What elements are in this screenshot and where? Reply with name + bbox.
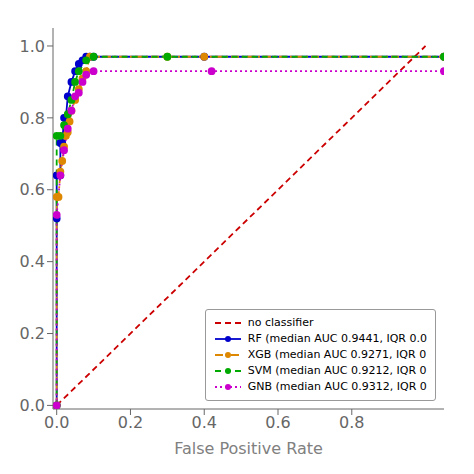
svg-text:0.2: 0.2 <box>20 324 45 343</box>
html-text:no classifier: no classifier <box>247 316 314 329</box>
svg-text:0.0: 0.0 <box>44 413 69 432</box>
svg-text:0.4: 0.4 <box>20 252 45 271</box>
svg-text:0.8: 0.8 <box>339 413 364 432</box>
html-text:SVM (median AUC 0.9212, IQR 0: SVM (median AUC 0.9212, IQR 0 <box>247 364 427 377</box>
svg-text:1.0: 1.0 <box>20 37 45 56</box>
svg-text:0.6: 0.6 <box>265 413 290 432</box>
svg-text:0.0: 0.0 <box>20 396 45 415</box>
html-text:GNB (median AUC 0.9312, IQR 0: GNB (median AUC 0.9312, IQR 0 <box>247 380 427 393</box>
svg-text:0.4: 0.4 <box>192 413 217 432</box>
svg-text:0.8: 0.8 <box>20 109 45 128</box>
html-text:RF (median AUC 0.9441, IQR 0.0: RF (median AUC 0.9441, IQR 0.0 <box>247 332 427 345</box>
html-text:XGB (median AUC 0.9271, IQR 0: XGB (median AUC 0.9271, IQR 0 <box>247 348 427 361</box>
svg-text:False Positive Rate: False Positive Rate <box>174 439 323 458</box>
svg-text:0.6: 0.6 <box>20 180 45 199</box>
svg-text:0.2: 0.2 <box>118 413 143 432</box>
